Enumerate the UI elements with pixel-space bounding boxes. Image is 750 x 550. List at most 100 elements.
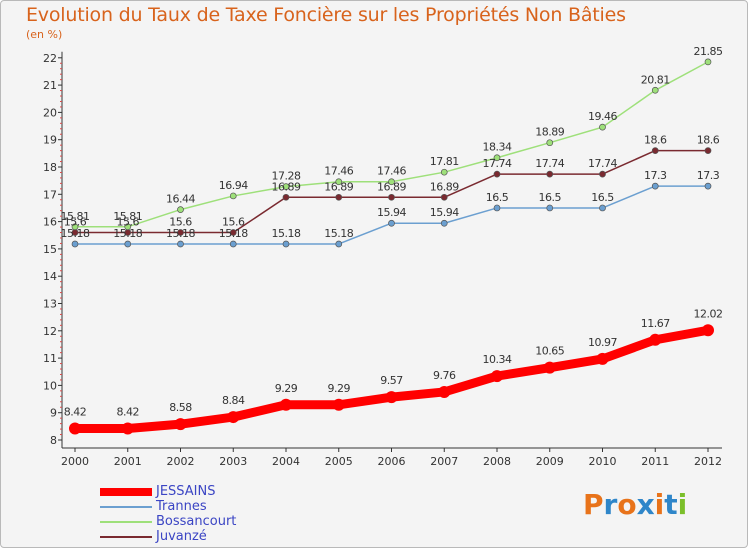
data-point (546, 170, 554, 178)
data-point (546, 139, 554, 147)
data-label: 15.81 (113, 210, 142, 223)
data-label: 15.6 (117, 216, 140, 229)
axes: 8 9 10 11 12 13 14 15 16 17 18 19 20 21 22 2000 2001 2002… (43, 51, 722, 468)
data-label: 16.89 (430, 180, 459, 193)
data-label: 17.74 (588, 157, 617, 170)
y-tick-label: 16 (43, 216, 57, 229)
legend-swatch (100, 488, 152, 496)
y-tick-label: 11 (43, 352, 57, 365)
data-point (177, 229, 184, 236)
logo-letter: t (664, 488, 678, 521)
data-label: 9.29 (328, 382, 351, 395)
data-point (388, 219, 395, 227)
data-label: 8.58 (169, 401, 192, 414)
x-tick-label: 2003 (219, 455, 247, 468)
chart-title: Evolution du Taux de Taxe Foncière sur l… (26, 4, 626, 26)
data-label: 17.81 (430, 155, 459, 168)
data-point (440, 193, 448, 201)
logo-letter: i (654, 488, 665, 521)
data-point (121, 422, 134, 435)
data-label: 10.65 (535, 345, 564, 358)
data-label: 10.97 (588, 336, 617, 349)
y-tick-label: 8 (50, 434, 57, 447)
data-label: 18.6 (644, 134, 667, 147)
data-label: 8.42 (117, 406, 140, 419)
data-point (71, 223, 79, 231)
data-label: 8.42 (64, 406, 87, 419)
data-label: 18.6 (697, 134, 720, 147)
data-point (71, 240, 79, 248)
data-label: 16.89 (377, 180, 406, 193)
data-point (493, 204, 501, 212)
data-label: 15.94 (430, 206, 459, 219)
data-label: 10.34 (483, 353, 512, 366)
data-label: 15.18 (219, 227, 248, 240)
data-point (440, 219, 448, 227)
x-tick-label: 2007 (430, 455, 458, 468)
data-point (174, 418, 187, 431)
data-point (229, 192, 237, 200)
data-label: 16.44 (166, 193, 195, 206)
data-label: 9.29 (275, 382, 298, 395)
y-tick-label: 19 (43, 134, 57, 147)
data-label: 15.6 (64, 216, 87, 229)
legend-item-trannes: Trannes (100, 499, 320, 514)
data-point (596, 352, 609, 365)
y-tick-label: 12 (43, 325, 57, 338)
y-tick-label: 20 (43, 106, 57, 119)
data-label: 18.89 (535, 126, 564, 139)
x-tick-label: 2004 (272, 455, 300, 468)
legend-item-jessains: JESSAINS (100, 484, 320, 499)
legend-label: Juvanzé (156, 529, 207, 544)
data-label: 21.85 (694, 45, 723, 58)
data-point (229, 240, 237, 248)
data-label: 18.34 (483, 141, 512, 154)
data-point (599, 123, 606, 131)
data-label: 16.5 (486, 191, 509, 204)
data-point (493, 154, 501, 162)
data-label: 15.81 (61, 210, 90, 223)
data-point (704, 182, 712, 190)
x-tick-label: 2006 (378, 455, 406, 468)
data-point (177, 206, 184, 213)
data-label: 8.84 (222, 394, 245, 407)
data-label: 16.94 (219, 179, 248, 192)
legend-swatch (100, 536, 152, 538)
data-point (385, 391, 398, 404)
data-point (335, 240, 343, 248)
data-label: 9.57 (380, 374, 403, 387)
data-point (388, 193, 395, 201)
data-label: 17.46 (324, 165, 353, 178)
y-tick-label: 13 (43, 298, 57, 311)
data-point (69, 422, 81, 435)
proxiti-logo: Proxiti (583, 488, 687, 521)
data-label: 12.02 (694, 307, 723, 320)
data-point (704, 58, 712, 66)
data-label: 19.46 (588, 110, 617, 123)
data-label: 17.74 (535, 157, 564, 170)
logo-letter: o (617, 488, 637, 521)
data-point (599, 170, 606, 178)
data-label: 15.18 (113, 227, 142, 240)
data-label: 15.18 (324, 227, 353, 240)
data-point (280, 398, 292, 411)
data-point (649, 333, 662, 346)
legend-swatch (100, 521, 152, 523)
x-tick-label: 2010 (589, 455, 617, 468)
x-tick-label: 2009 (536, 455, 564, 468)
data-point (493, 170, 501, 178)
data-label: 15.18 (166, 227, 195, 240)
data-point (599, 204, 606, 212)
data-label: 16.5 (591, 191, 614, 204)
y-tick-label: 9 (50, 407, 57, 420)
data-point (282, 240, 290, 248)
logo-letter: i (677, 488, 688, 521)
data-point (335, 178, 343, 186)
data-point (124, 223, 132, 231)
data-label: 17.74 (483, 157, 512, 170)
data-label: 16.89 (272, 180, 301, 193)
x-tick-label: 2002 (167, 455, 195, 468)
y-axis-unit-label: (en %) (26, 28, 63, 41)
data-point (546, 204, 554, 212)
data-label: 17.46 (377, 165, 406, 178)
